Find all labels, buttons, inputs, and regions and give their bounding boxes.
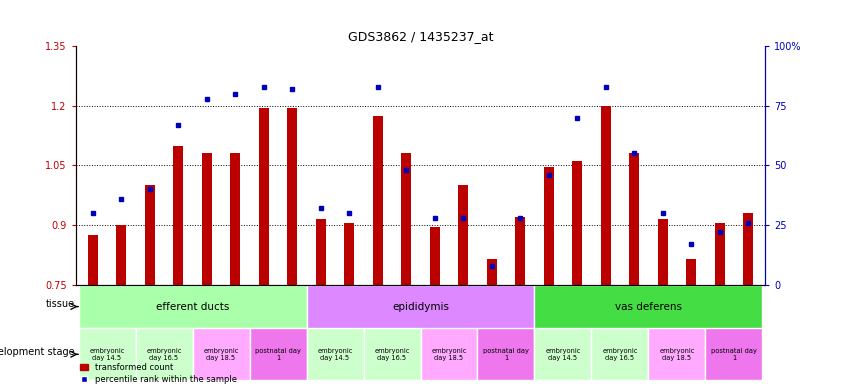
Bar [658, 219, 668, 285]
Bar [363, 328, 420, 380]
Bar [87, 235, 98, 285]
Bar [420, 328, 478, 380]
Legend: transformed count, percentile rank within the sample: transformed count, percentile rank withi… [80, 363, 237, 384]
Bar [116, 225, 126, 285]
Bar [145, 185, 155, 285]
Bar [288, 108, 297, 285]
Bar [373, 116, 383, 285]
Bar [78, 328, 135, 380]
Title: GDS3862 / 1435237_at: GDS3862 / 1435237_at [347, 30, 494, 43]
Bar [478, 328, 535, 380]
Text: embryonic
day 14.5: embryonic day 14.5 [317, 348, 352, 361]
Bar [686, 259, 696, 285]
Text: vas deferens: vas deferens [615, 301, 682, 311]
Bar [315, 219, 325, 285]
Bar [173, 146, 183, 285]
Text: embryonic
day 14.5: embryonic day 14.5 [89, 348, 124, 361]
Text: embryonic
day 14.5: embryonic day 14.5 [545, 348, 580, 361]
Text: tissue: tissue [46, 300, 75, 310]
Bar [535, 328, 591, 380]
Bar [648, 328, 706, 380]
Bar [458, 185, 468, 285]
Bar [306, 328, 363, 380]
Bar [715, 223, 725, 285]
Bar [591, 328, 648, 380]
Text: postnatal day
1: postnatal day 1 [483, 348, 529, 361]
Text: embryonic
day 18.5: embryonic day 18.5 [431, 348, 467, 361]
Bar [135, 328, 193, 380]
Text: efferent ducts: efferent ducts [156, 301, 230, 311]
Bar [250, 328, 306, 380]
Bar [572, 161, 582, 285]
Text: epididymis: epididymis [392, 301, 449, 311]
Bar [78, 285, 306, 328]
Text: embryonic
day 18.5: embryonic day 18.5 [659, 348, 695, 361]
Bar [259, 108, 269, 285]
Text: development stage: development stage [0, 347, 75, 357]
Bar [230, 154, 241, 285]
Bar [202, 154, 212, 285]
Bar [535, 285, 763, 328]
Text: postnatal day
1: postnatal day 1 [255, 348, 301, 361]
Bar [193, 328, 250, 380]
Bar [516, 217, 526, 285]
Bar [487, 259, 497, 285]
Text: embryonic
day 18.5: embryonic day 18.5 [204, 348, 239, 361]
Bar [600, 106, 611, 285]
Bar [430, 227, 440, 285]
Text: postnatal day
1: postnatal day 1 [711, 348, 757, 361]
Bar [743, 213, 754, 285]
Bar [401, 154, 411, 285]
Bar [629, 154, 639, 285]
Bar [344, 223, 354, 285]
Text: embryonic
day 16.5: embryonic day 16.5 [374, 348, 410, 361]
Bar [706, 328, 763, 380]
Bar [306, 285, 535, 328]
Text: embryonic
day 16.5: embryonic day 16.5 [602, 348, 637, 361]
Text: embryonic
day 16.5: embryonic day 16.5 [146, 348, 182, 361]
Bar [544, 167, 553, 285]
